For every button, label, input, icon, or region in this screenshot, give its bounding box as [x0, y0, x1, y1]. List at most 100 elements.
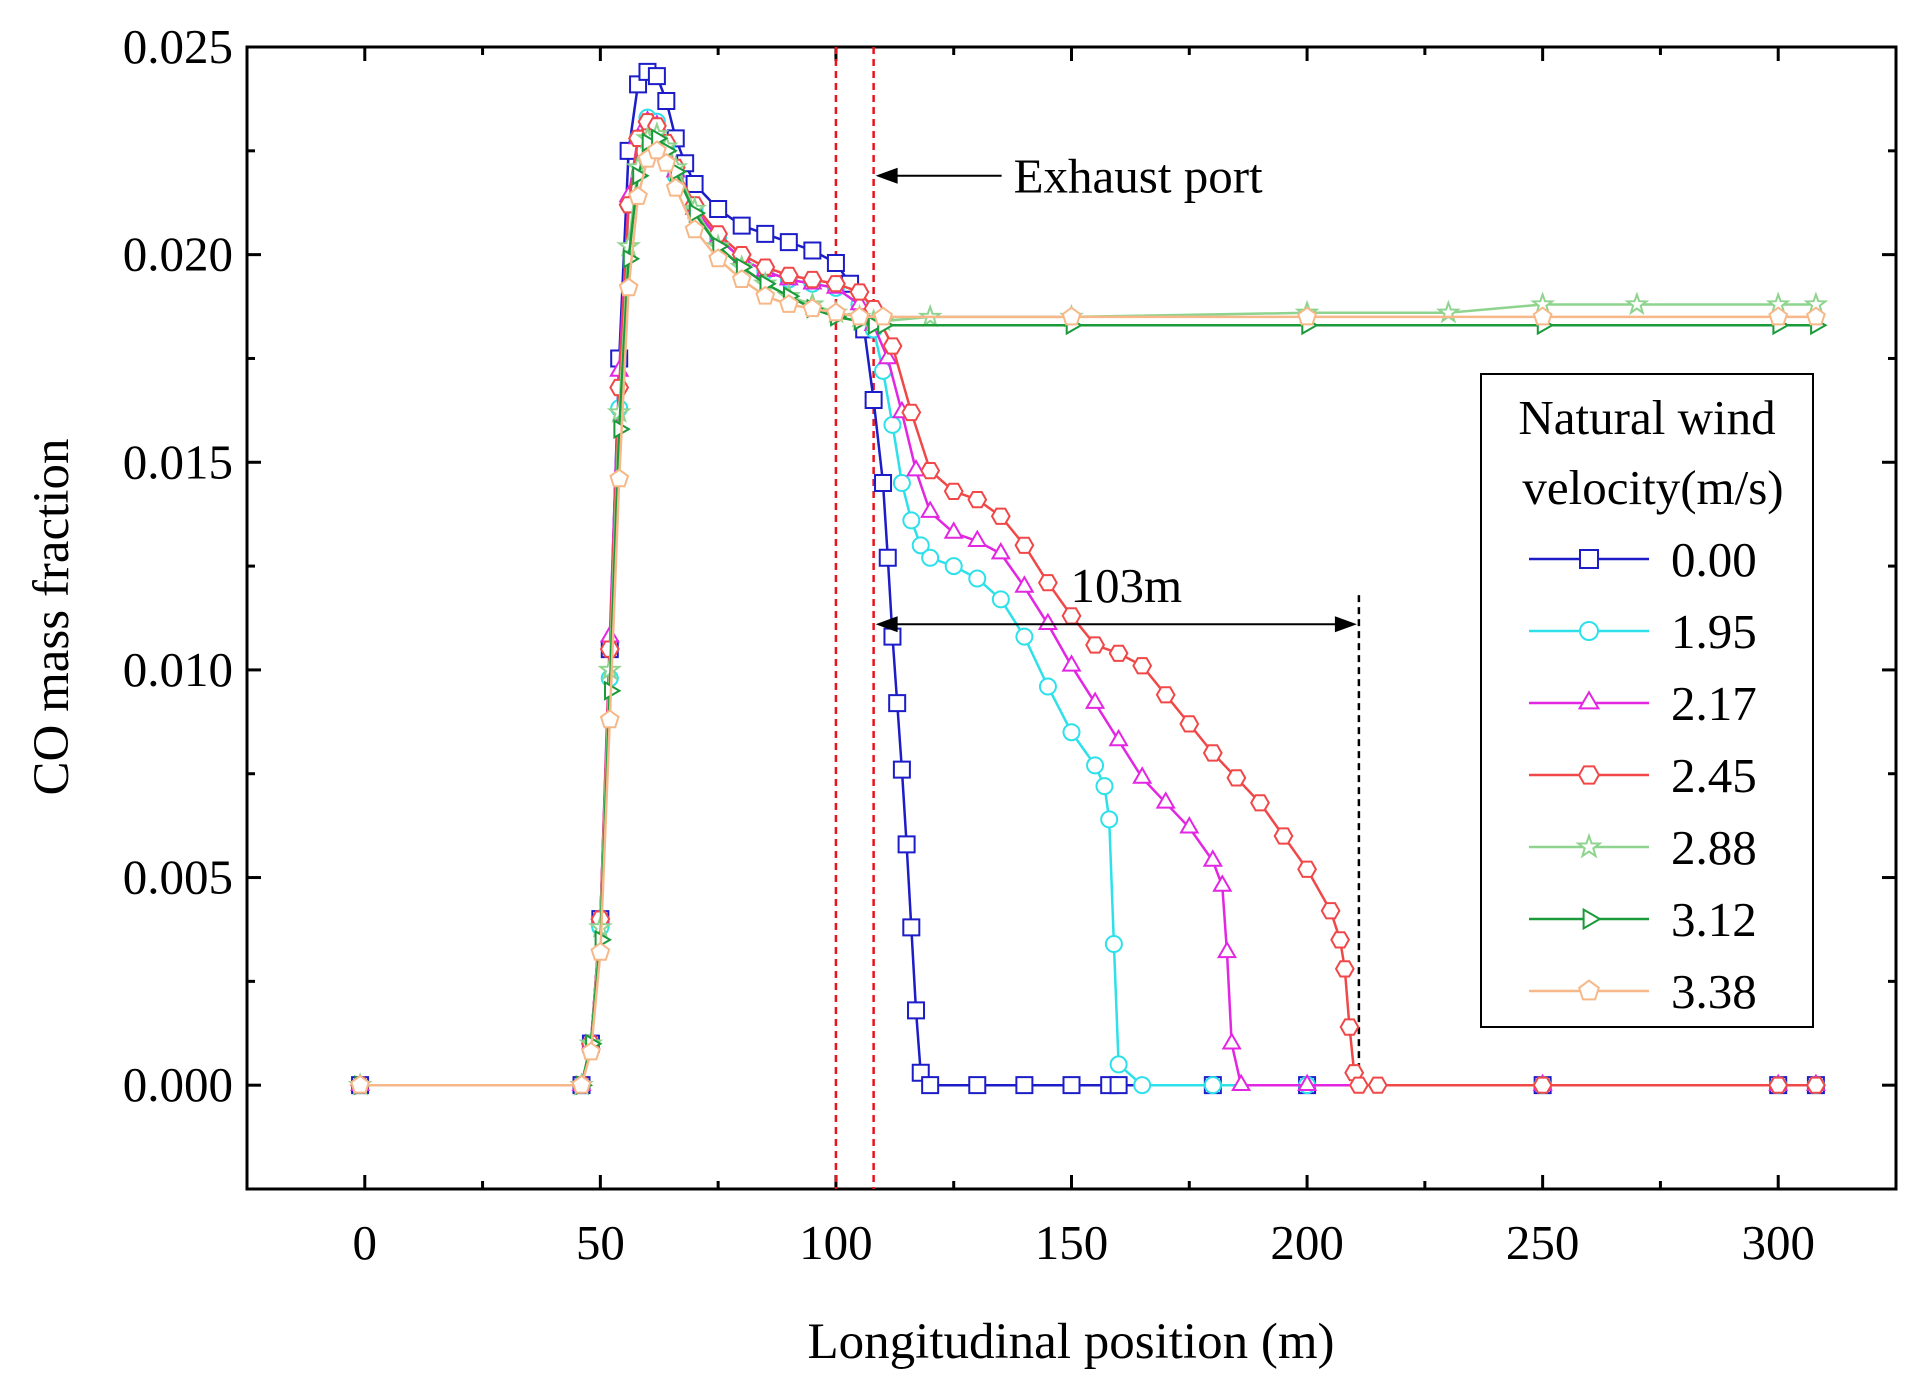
- data-point: [1062, 1076, 1081, 1095]
- data-point: [1061, 306, 1082, 326]
- data-point: [1108, 728, 1129, 747]
- legend-marker: [1577, 765, 1601, 785]
- legend-label: 2.88: [1671, 820, 1757, 875]
- data-point: [665, 177, 686, 197]
- data-point: [849, 283, 870, 301]
- data-point: [1085, 636, 1106, 654]
- data-point: [755, 285, 776, 305]
- data-point: [878, 548, 897, 567]
- data-point: [571, 1074, 592, 1094]
- data-point: [943, 482, 964, 500]
- legend-entry-2.45: 2.45: [1529, 748, 1757, 803]
- data-point: [920, 500, 941, 518]
- legend-entry-2.17: 2.17: [1529, 676, 1757, 731]
- data-point: [778, 294, 799, 313]
- span-arrow-head-left: [875, 616, 898, 633]
- data-point: [732, 216, 751, 235]
- data-point: [877, 346, 898, 365]
- span-label: 103m: [1070, 558, 1182, 613]
- data-point: [968, 569, 987, 588]
- legend-marker: [1579, 549, 1599, 569]
- data-point: [1015, 627, 1034, 646]
- data-point: [1014, 575, 1035, 593]
- data-point: [1179, 816, 1200, 834]
- data-point: [864, 390, 883, 409]
- data-point: [902, 511, 921, 530]
- annotations: Exhaust port 103m: [875, 149, 1357, 633]
- data-point: [1202, 744, 1223, 762]
- data-point: [1334, 960, 1355, 978]
- legend-label: 1.95: [1671, 604, 1757, 659]
- data-point: [1100, 810, 1119, 829]
- data-point: [1297, 306, 1317, 326]
- legend-label: 3.12: [1671, 892, 1757, 947]
- data-point: [921, 1076, 940, 1095]
- series-layer: [347, 62, 1829, 1096]
- x-tick-label: 200: [1270, 1215, 1344, 1270]
- x-axis-title: Longitudinal position (m): [808, 1314, 1335, 1370]
- data-point: [1202, 849, 1223, 867]
- legend-entry-1.95: 1.95: [1529, 604, 1757, 659]
- data-point: [1109, 1055, 1128, 1074]
- reference-lines: [834, 47, 1361, 1189]
- legend-entry-0.00: 0.00: [1529, 532, 1757, 587]
- series-3.38: [350, 140, 1826, 1094]
- data-point: [1212, 874, 1233, 892]
- legend-title-line1: Natural wind: [1518, 390, 1775, 445]
- exhaust-port-label: Exhaust port: [1014, 149, 1263, 204]
- data-point: [990, 507, 1011, 525]
- data-point: [888, 694, 907, 713]
- data-point: [1132, 657, 1153, 675]
- data-point: [1367, 1076, 1388, 1094]
- legend-label: 2.45: [1671, 748, 1757, 803]
- data-point: [1250, 794, 1270, 812]
- exhaust-arrow-head: [875, 167, 898, 184]
- data-point: [688, 203, 707, 224]
- data-point: [892, 760, 911, 779]
- x-tick-label: 250: [1506, 1215, 1580, 1270]
- x-tick-label: 300: [1741, 1215, 1815, 1270]
- data-point: [1061, 654, 1082, 672]
- data-point: [657, 91, 676, 110]
- data-point: [709, 199, 728, 218]
- data-point: [1436, 299, 1461, 324]
- data-point: [1155, 791, 1176, 809]
- x-tick-label: 150: [1035, 1215, 1109, 1270]
- data-point: [1330, 931, 1351, 949]
- y-tick-label: 0.020: [123, 227, 233, 282]
- data-point: [967, 529, 988, 547]
- data-point: [826, 302, 846, 322]
- data-point: [609, 468, 630, 488]
- data-point: [874, 474, 893, 493]
- x-tick-label: 50: [576, 1215, 625, 1270]
- data-point: [1216, 940, 1238, 959]
- data-point: [1037, 574, 1058, 592]
- data-point: [632, 165, 650, 186]
- data-point: [911, 536, 930, 555]
- legend-label: 0.00: [1671, 532, 1757, 587]
- data-point: [1624, 291, 1650, 316]
- data-point: [779, 233, 798, 252]
- data-point: [1133, 1076, 1152, 1095]
- data-point: [1226, 769, 1247, 787]
- data-point: [708, 248, 729, 268]
- data-point: [350, 1074, 370, 1094]
- data-point: [944, 557, 963, 576]
- data-point: [1768, 306, 1789, 326]
- data-point: [902, 918, 921, 937]
- data-point: [1231, 1073, 1252, 1091]
- legend-marker: [1577, 690, 1601, 710]
- data-point: [684, 219, 705, 239]
- legend-entry-2.88: 2.88: [1529, 820, 1757, 875]
- data-point: [1532, 306, 1553, 326]
- data-point: [968, 1076, 987, 1095]
- legend-marker: [1578, 979, 1600, 1001]
- data-point: [882, 337, 903, 355]
- y-tick-label: 0.015: [123, 434, 233, 489]
- data-point: [1768, 1076, 1789, 1094]
- data-point: [646, 140, 667, 160]
- data-point: [1805, 1076, 1826, 1094]
- data-point: [802, 298, 823, 318]
- series-2.45: [350, 113, 1826, 1094]
